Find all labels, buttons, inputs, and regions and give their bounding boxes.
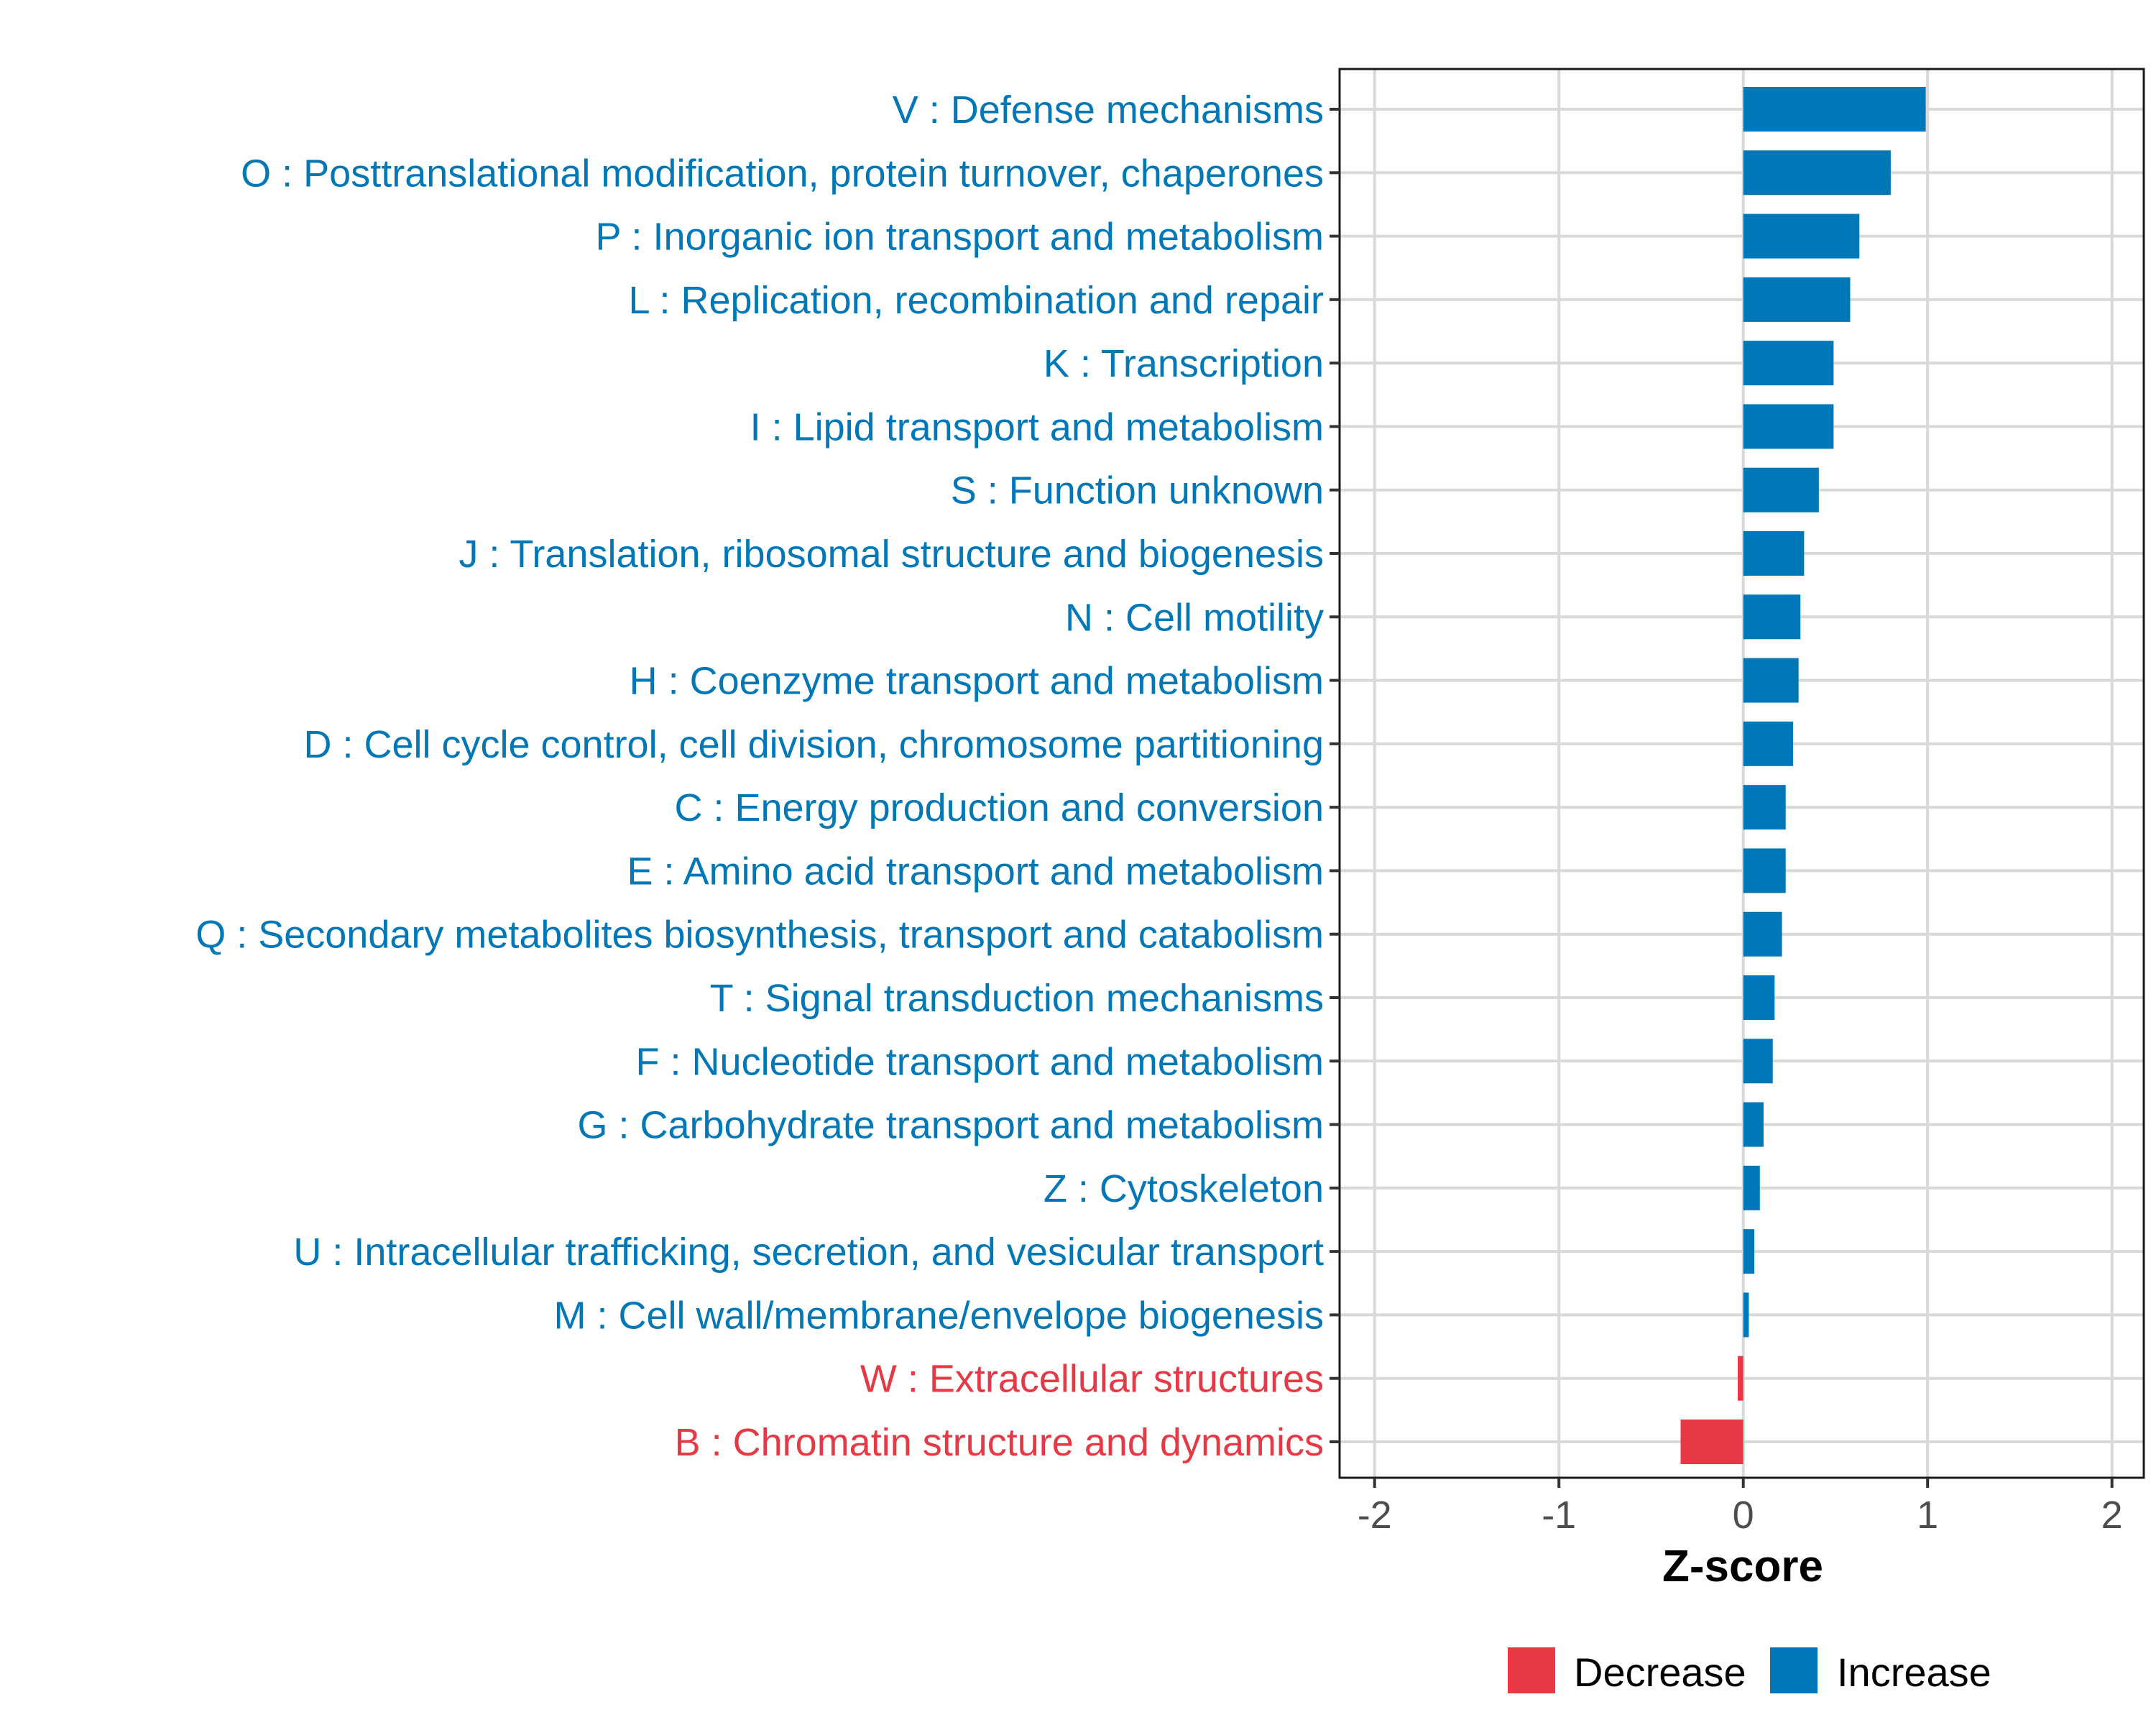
y-tick-label: U : Intracellular trafficking, secretion… <box>293 1230 1324 1274</box>
bar <box>1743 467 1819 512</box>
y-tick-label: G : Carbohydrate transport and metabolis… <box>578 1104 1325 1147</box>
bar <box>1743 721 1793 766</box>
bar <box>1743 87 1926 132</box>
y-tick-label: V : Defense mechanisms <box>893 88 1324 132</box>
y-tick-label: O : Posttranslational modification, prot… <box>241 152 1324 195</box>
y-tick-label: H : Coenzyme transport and metabolism <box>630 660 1324 703</box>
bar <box>1743 975 1775 1020</box>
y-axis-labels: V : Defense mechanisms O : Posttranslatio… <box>195 88 1340 1464</box>
y-tick-label: E : Amino acid transport and metabolism <box>627 850 1324 893</box>
bar <box>1743 594 1801 640</box>
bar <box>1743 404 1834 449</box>
y-tick-label: K : Transcription <box>1044 342 1324 385</box>
bar <box>1743 150 1891 196</box>
bars <box>1680 87 1926 1464</box>
x-tick-label: 2 <box>2101 1494 2123 1537</box>
bar <box>1743 277 1851 322</box>
y-tick-label: W : Extracellular structures <box>860 1358 1324 1401</box>
y-tick-label: B : Chromatin structure and dynamics <box>675 1421 1324 1464</box>
y-tick-label: F : Nucleotide transport and metabolism <box>636 1040 1324 1083</box>
x-tick-label: -2 <box>1358 1494 1392 1537</box>
y-tick-label: T : Signal transduction mechanisms <box>710 977 1324 1020</box>
bar <box>1680 1420 1743 1464</box>
bar <box>1743 531 1805 576</box>
bar <box>1743 1229 1755 1274</box>
bar <box>1743 1165 1760 1210</box>
legend-swatch-increase <box>1770 1647 1818 1693</box>
panel-border <box>1338 68 2145 1479</box>
legend: Decrease Increase <box>1508 1647 1991 1695</box>
bar <box>1743 213 1860 259</box>
y-tick-label: M : Cell wall/membrane/envelope biogenes… <box>553 1294 1324 1337</box>
y-tick-label: P : Inorganic ion transport and metaboli… <box>595 216 1324 259</box>
y-tick-label: S : Function unknown <box>951 469 1324 512</box>
bar <box>1743 785 1786 830</box>
y-tick-label: I : Lipid transport and metabolism <box>750 405 1324 448</box>
y-tick-label: J : Translation, ribosomal structure and… <box>459 533 1324 576</box>
y-tick-label: D : Cell cycle control, cell division, c… <box>303 723 1324 766</box>
y-tick-label: Z : Cytoskeleton <box>1044 1167 1324 1210</box>
grid-lines <box>1340 69 2144 1478</box>
y-tick-label: Q : Secondary metabolites biosynthesis, … <box>195 914 1324 957</box>
legend-swatch-decrease <box>1508 1647 1555 1693</box>
legend-label-increase: Increase <box>1837 1650 1991 1695</box>
bar <box>1743 1292 1749 1338</box>
bar <box>1743 1102 1764 1147</box>
x-tick-label: 1 <box>1917 1494 1938 1537</box>
y-tick-label: N : Cell motility <box>1065 596 1324 639</box>
bar <box>1743 1039 1773 1084</box>
bar <box>1743 911 1782 957</box>
x-tick-label: -1 <box>1542 1494 1576 1537</box>
legend-label-decrease: Decrease <box>1574 1650 1746 1695</box>
y-tick-label: C : Energy production and conversion <box>674 786 1324 829</box>
bar <box>1743 658 1799 703</box>
y-tick-label: L : Replication, recombination and repai… <box>628 279 1324 322</box>
x-axis-title: Z-score <box>1662 1542 1823 1591</box>
bar <box>1738 1356 1743 1401</box>
x-tick-label: 0 <box>1733 1494 1754 1537</box>
bar <box>1743 341 1834 386</box>
x-axis-ticks: -2 -1 0 1 2 <box>1358 1478 2123 1537</box>
bar <box>1743 848 1786 893</box>
